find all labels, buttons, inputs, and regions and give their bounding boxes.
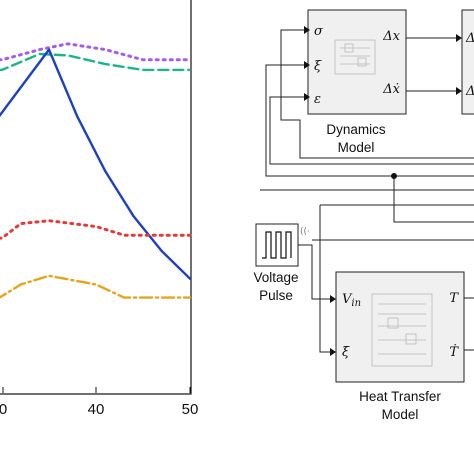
wire-junction-down [393, 176, 474, 223]
wire-feedback-2 [269, 160, 474, 165]
heat-output-t: T [449, 291, 459, 306]
series-line-5 [0, 274, 192, 299]
dynamics-input-sigma: σ [314, 24, 324, 39]
heat-subsystem-thumbnail [371, 293, 433, 367]
arrow-xidot [330, 348, 336, 356]
heat-title-line2: Model [382, 407, 419, 422]
wire-pulse-vin [298, 244, 332, 300]
voltage-pulse-title-line1: Voltage [253, 270, 298, 285]
dynamics-title-line1: Dynamics [326, 122, 386, 137]
line-chart: 0 40 50 [0, 0, 198, 418]
voltage-pulse-block[interactable] [255, 223, 299, 267]
heat-input-vin: Vin [342, 292, 361, 309]
arrow-vin [330, 295, 336, 303]
right-block-input-label-1: Δ [465, 31, 474, 46]
arrow-dxdot-right [456, 87, 462, 95]
wire-arrowheads [304, 26, 462, 356]
dynamics-input-xi: ξ [314, 59, 322, 74]
wire-epsilon-in [269, 96, 304, 160]
wire-xi-in [265, 64, 304, 175]
x-tick-label-40: 40 [88, 401, 105, 418]
series-line-3 [0, 48, 192, 280]
arrow-epsilon [304, 93, 310, 101]
dynamics-input-epsilon: ε [314, 92, 321, 107]
x-tick-label-50: 50 [182, 401, 199, 418]
arrow-xi [304, 61, 310, 69]
right-block-input-label-2: Δ [465, 84, 474, 99]
wire-feedback-1 [280, 100, 474, 159]
arrow-dx-right [456, 34, 462, 42]
block-diagram: σ ξ ε Δx Δẋ Dynamics Model Δ Δ ((· Volta… [253, 9, 474, 422]
series-line-1 [0, 42, 192, 62]
series-line-4 [0, 219, 192, 240]
right-cropped-block[interactable] [461, 9, 474, 115]
plot-area-frame [0, 0, 192, 395]
heat-input-xidot: ξ̇ [342, 345, 350, 360]
signal-wires [260, 29, 474, 353]
heat-title-line1: Heat Transfer [359, 389, 441, 404]
arrow-sigma [304, 26, 310, 34]
dynamics-output-dx: Δx [382, 29, 400, 44]
x-tick-label-0: 0 [0, 401, 7, 418]
dynamics-title-line2: Model [338, 140, 375, 155]
wire-xidot-in [319, 205, 332, 353]
heat-output-tdot: Ṫ [449, 343, 459, 360]
series-line-2 [0, 52, 192, 72]
pulse-waveform-icon [262, 231, 292, 259]
heat-transfer-model-block[interactable] [335, 271, 465, 383]
dynamics-subsystem-thumbnail [334, 39, 376, 75]
wireless-signal-icon: ((· [300, 227, 310, 237]
voltage-pulse-title-line2: Pulse [259, 288, 293, 303]
dynamics-model-block[interactable] [307, 9, 407, 115]
wire-junction-dot [391, 173, 397, 179]
wire-feedback-3 [265, 175, 474, 177]
wire-sigma-in [280, 29, 304, 100]
dynamics-output-dxdot: Δẋ [382, 82, 400, 97]
